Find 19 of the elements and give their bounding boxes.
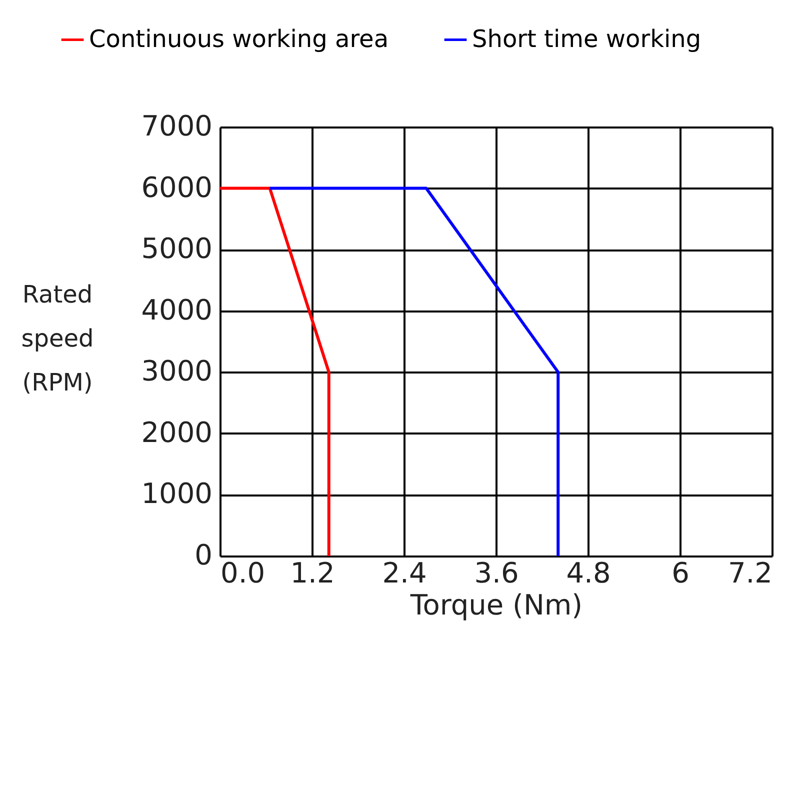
y-tick-label: 5000 <box>141 232 212 266</box>
x-tick-label: 6 <box>672 556 690 590</box>
x-tick-label: 3.6 <box>474 556 519 590</box>
y-tick-label: 4000 <box>141 293 212 326</box>
y-tick-label: 7000 <box>141 110 212 142</box>
y-axis-title: Rated speed (RPM) <box>21 280 94 396</box>
y-tick-label: 6000 <box>141 170 212 204</box>
y-tick-label: 0 <box>194 538 212 572</box>
x-tick-label: 0.0 <box>220 556 266 590</box>
x-tick-label: 1.2 <box>290 556 335 590</box>
y-tick-label: 2000 <box>141 416 212 449</box>
y-tick-label: 1000 <box>141 477 212 510</box>
x-axis-title: Torque (Nm) <box>409 588 583 622</box>
legend-label: Short time working <box>472 24 702 53</box>
legend-label: Continuous working area <box>89 24 389 53</box>
x-tick-label: 4.8 <box>566 556 611 590</box>
y-tick-label: 3000 <box>141 354 212 388</box>
x-tick-label: 2.4 <box>382 556 427 590</box>
x-tick-label: 7.2 <box>728 556 772 590</box>
